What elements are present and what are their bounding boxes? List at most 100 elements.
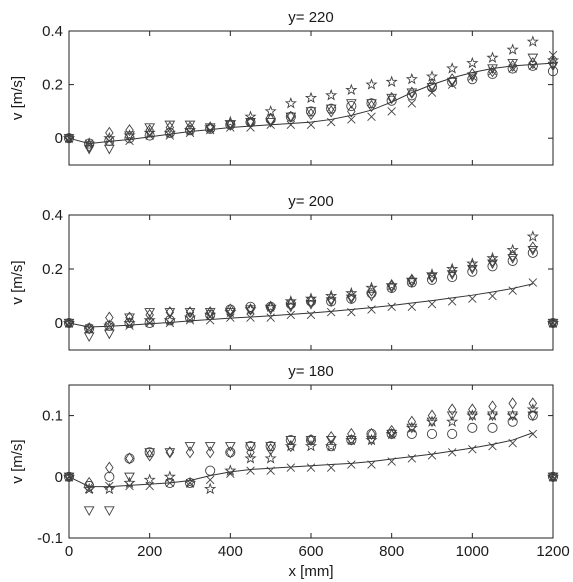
chart-panel-2: 0 0.2 0.4 y= 200 v [m/s] bbox=[9, 193, 560, 351]
boundary-point bbox=[62, 316, 76, 330]
data-point-star bbox=[224, 464, 237, 476]
data-point-star bbox=[183, 476, 197, 489]
data-point-triangle-down bbox=[426, 83, 438, 93]
data-point-triangle-down bbox=[285, 112, 297, 123]
data-point-x bbox=[246, 123, 255, 132]
data-point-circle bbox=[527, 60, 538, 71]
data-point-star bbox=[345, 83, 358, 96]
data-point-star bbox=[143, 473, 156, 486]
data-point-x bbox=[226, 469, 235, 478]
y-tick-label: 0.2 bbox=[42, 77, 63, 94]
chart-title: y= 200 bbox=[288, 193, 333, 210]
data-point-diamond bbox=[367, 427, 376, 441]
data-point-x bbox=[326, 463, 336, 472]
data-point-circle bbox=[467, 74, 478, 85]
data-point-x bbox=[185, 316, 195, 325]
data-point-diamond bbox=[185, 446, 195, 459]
data-point-star bbox=[526, 35, 539, 47]
data-point-triangle-down bbox=[406, 88, 418, 99]
data-point-triangle-down bbox=[83, 332, 95, 343]
x-tick-label: 1200 bbox=[536, 543, 569, 560]
data-point-triangle-down bbox=[124, 313, 135, 324]
data-point-star bbox=[284, 96, 297, 109]
data-point-star bbox=[83, 137, 96, 149]
data-point-x bbox=[145, 131, 154, 140]
data-point-x bbox=[427, 299, 437, 309]
data-point-x bbox=[145, 481, 154, 491]
x-tick-label: 0 bbox=[65, 543, 73, 560]
data-point-x bbox=[84, 484, 94, 494]
y-tick-label: 0.1 bbox=[42, 408, 63, 425]
data-point-x bbox=[306, 120, 316, 130]
data-point-star bbox=[244, 452, 257, 464]
x-tick-label: 200 bbox=[137, 543, 162, 560]
data-point-star bbox=[345, 286, 358, 299]
data-point-x bbox=[407, 302, 417, 312]
data-point-x bbox=[266, 466, 275, 475]
data-point-circle bbox=[426, 274, 438, 285]
series-star bbox=[83, 403, 539, 495]
data-point-x bbox=[427, 451, 437, 460]
boundary-point bbox=[546, 470, 560, 483]
data-point-circle bbox=[406, 90, 417, 101]
boundary-point-right bbox=[546, 50, 560, 77]
data-point-triangle-down bbox=[466, 72, 478, 83]
data-point-x bbox=[508, 438, 517, 448]
data-point-star bbox=[385, 427, 398, 440]
data-point-diamond bbox=[508, 59, 517, 72]
data-point-triangle-down bbox=[124, 472, 135, 483]
data-point-diamond bbox=[367, 99, 376, 113]
data-point-x bbox=[286, 463, 296, 472]
data-point-star bbox=[304, 91, 318, 104]
data-point-x bbox=[246, 313, 255, 322]
data-point-x bbox=[488, 66, 497, 76]
data-point-diamond bbox=[347, 427, 356, 441]
data-point-x bbox=[447, 448, 457, 457]
data-point-star bbox=[385, 75, 398, 88]
data-point-triangle-down bbox=[204, 308, 216, 318]
data-point-triangle-down bbox=[345, 99, 357, 109]
boundary-marker-star bbox=[62, 316, 76, 329]
data-point-circle bbox=[124, 133, 135, 144]
data-point-diamond bbox=[145, 449, 154, 462]
data-point-star bbox=[224, 305, 237, 318]
x-tick-label: 400 bbox=[218, 543, 243, 560]
y-tick-label: 0.4 bbox=[42, 207, 63, 224]
data-point-diamond bbox=[165, 446, 175, 459]
data-point-x bbox=[165, 131, 175, 140]
data-point-circle bbox=[386, 95, 397, 106]
data-point-x bbox=[347, 460, 356, 469]
y-axis-label: v [m/s] bbox=[9, 76, 26, 120]
data-point-star bbox=[405, 72, 418, 85]
boundary-marker-x bbox=[548, 318, 558, 328]
data-point-diamond bbox=[407, 86, 417, 99]
data-point-star bbox=[103, 319, 116, 331]
data-point-diamond bbox=[326, 105, 336, 118]
boundary-point bbox=[62, 131, 76, 145]
data-point-star bbox=[506, 43, 519, 55]
boundary-marker-x bbox=[64, 133, 74, 143]
data-point-diamond bbox=[105, 461, 114, 474]
data-point-x bbox=[528, 61, 538, 71]
data-point-star bbox=[425, 415, 439, 427]
y-axis-label: v [m/s] bbox=[9, 439, 26, 483]
data-point-x bbox=[407, 454, 417, 463]
data-point-diamond bbox=[407, 415, 417, 428]
data-point-x bbox=[488, 291, 497, 301]
data-point-x bbox=[367, 112, 376, 121]
data-point-x bbox=[427, 88, 437, 97]
data-point-diamond bbox=[468, 67, 477, 80]
data-point-star bbox=[264, 452, 277, 464]
data-point-x bbox=[528, 429, 538, 439]
data-point-diamond bbox=[165, 306, 175, 319]
series-x bbox=[84, 278, 538, 333]
y-tick-label: 0 bbox=[55, 130, 63, 147]
data-point-x bbox=[125, 481, 134, 491]
data-point-x bbox=[246, 466, 255, 475]
boundary-marker-x bbox=[64, 472, 74, 482]
data-point-star bbox=[385, 278, 398, 291]
data-point-star bbox=[304, 439, 318, 452]
data-point-circle bbox=[467, 266, 478, 277]
data-point-diamond bbox=[427, 78, 437, 91]
